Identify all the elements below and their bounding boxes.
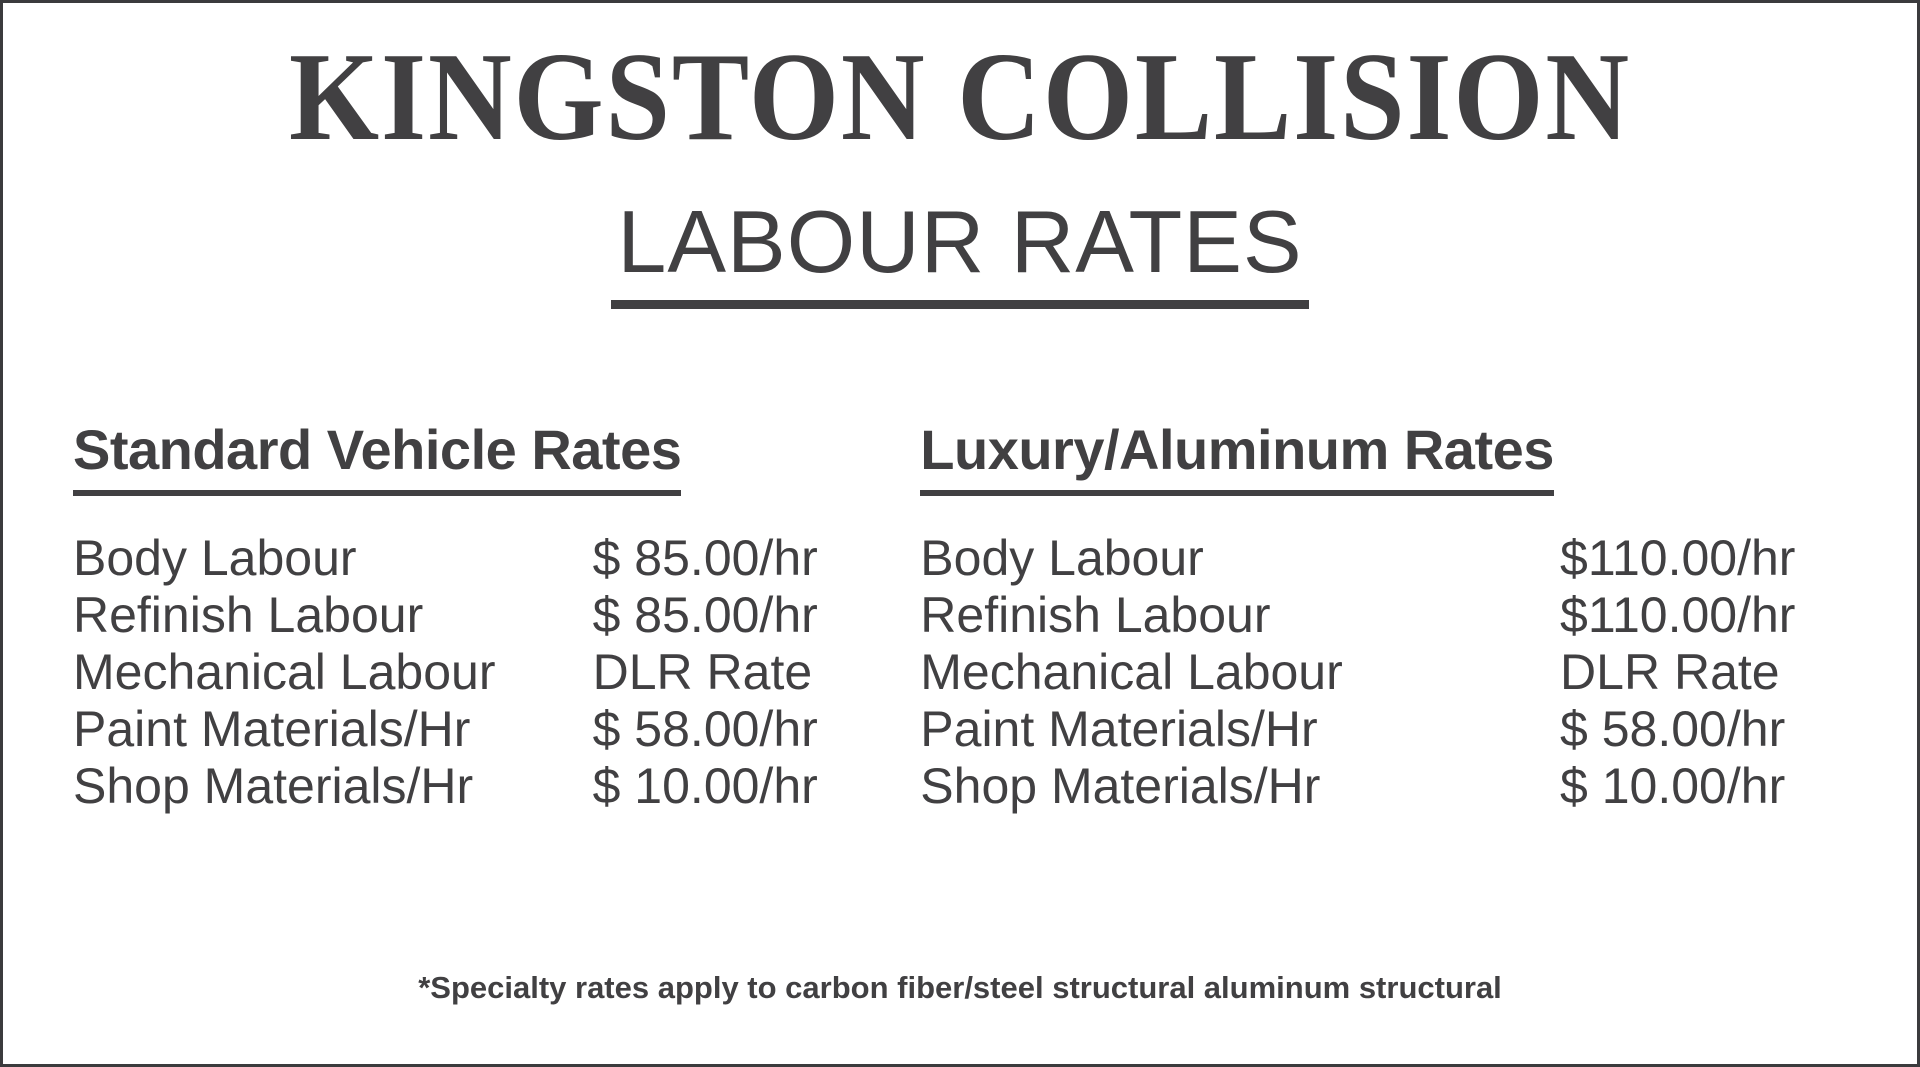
standard-vehicle-rates-heading: Standard Vehicle Rates [73, 420, 682, 496]
rates-columns: Standard Vehicle Rates Body Labour $ 85.… [3, 420, 1917, 815]
specialty-rates-footnote: *Specialty rates apply to carbon fiber/s… [418, 970, 1502, 1005]
rate-value: $ 10.00/hr [1560, 757, 1786, 814]
table-row: Refinish Labour $ 85.00/hr [73, 587, 900, 644]
rate-label: Body Labour [920, 529, 1204, 586]
page-title: LABOUR RATES [611, 198, 1309, 309]
rate-value: $110.00/hr [1560, 586, 1796, 643]
standard-vehicle-rates-column: Standard Vehicle Rates Body Labour $ 85.… [3, 420, 900, 815]
table-row: Shop Materials/Hr $ 10.00/hr [73, 758, 900, 815]
rate-value: $ 58.00/hr [592, 700, 818, 757]
rate-value: $ 10.00/hr [592, 757, 818, 814]
rate-label: Paint Materials/Hr [73, 700, 471, 757]
rate-value: $ 85.00/hr [592, 586, 818, 643]
rate-label: Shop Materials/Hr [73, 757, 474, 814]
rate-label: Mechanical Labour [73, 643, 496, 700]
rate-label: Shop Materials/Hr [920, 757, 1321, 814]
shop-name-title: KINGSTON COLLISION [289, 28, 1631, 167]
subtitle-container: LABOUR RATES [3, 198, 1917, 309]
luxury-aluminum-rates-heading: Luxury/Aluminum Rates [920, 420, 1554, 496]
rate-value: $ 85.00/hr [592, 529, 818, 586]
table-row: Body Labour $ 85.00/hr [73, 530, 900, 587]
standard-rates-table: Body Labour $ 85.00/hr Refinish Labour $… [73, 530, 900, 815]
rate-label: Mechanical Labour [920, 643, 1343, 700]
luxury-rates-table: Body Labour $110.00/hr Refinish Labour $… [920, 530, 1917, 815]
rate-label: Body Labour [73, 529, 357, 586]
luxury-aluminum-rates-column: Luxury/Aluminum Rates Body Labour $110.0… [900, 420, 1917, 815]
rate-label: Paint Materials/Hr [920, 700, 1318, 757]
rate-value: $110.00/hr [1560, 529, 1796, 586]
rate-label: Refinish Labour [73, 586, 424, 643]
rate-value: $ 58.00/hr [1560, 700, 1786, 757]
table-row: Mechanical Labour DLR Rate [73, 644, 900, 701]
table-row: Body Labour $110.00/hr [920, 530, 1917, 587]
table-row: Shop Materials/Hr $ 10.00/hr [920, 758, 1917, 815]
table-row: Mechanical Labour DLR Rate [920, 644, 1917, 701]
table-row: Paint Materials/Hr $ 58.00/hr [920, 701, 1917, 758]
masthead: KINGSTON COLLISION [3, 35, 1917, 161]
table-row: Refinish Labour $110.00/hr [920, 587, 1917, 644]
rate-label: Refinish Labour [920, 586, 1271, 643]
table-row: Paint Materials/Hr $ 58.00/hr [73, 701, 900, 758]
rate-value: DLR Rate [1560, 643, 1780, 700]
rate-value: DLR Rate [592, 643, 813, 700]
